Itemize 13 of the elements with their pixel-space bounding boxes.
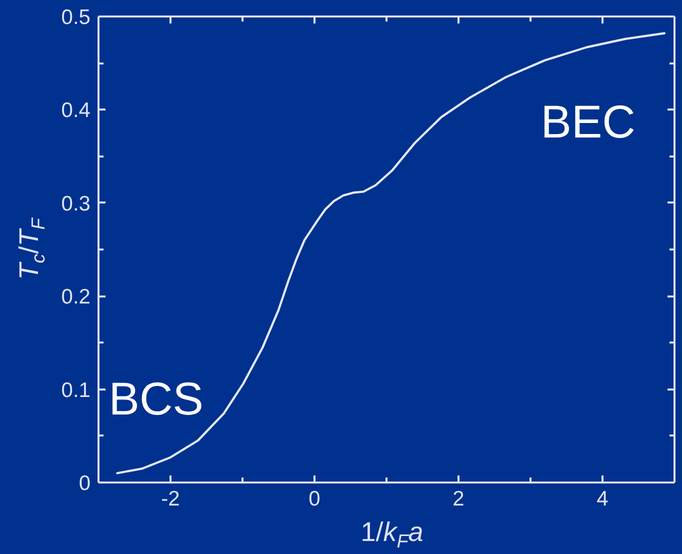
x-tick-label: 4 — [596, 488, 609, 510]
y-tick-label: 0.4 — [61, 99, 91, 122]
x-axis-title: 1/k$_{F}$a — [360, 517, 424, 552]
x-tick-label: -2 — [161, 488, 180, 510]
y-tick-label: 0.1 — [61, 378, 91, 402]
x-tick-label: 0 — [308, 488, 320, 510]
y-tick-label: 0.2 — [61, 286, 91, 309]
y-tick-label: 0.5 — [61, 6, 91, 29]
annotation: BEC — [540, 95, 636, 148]
x-tick-label: 2 — [452, 488, 464, 510]
annotation: BCS — [108, 372, 204, 425]
y-tick-label: 0.3 — [61, 192, 91, 216]
y-tick-label: 0 — [78, 472, 91, 495]
